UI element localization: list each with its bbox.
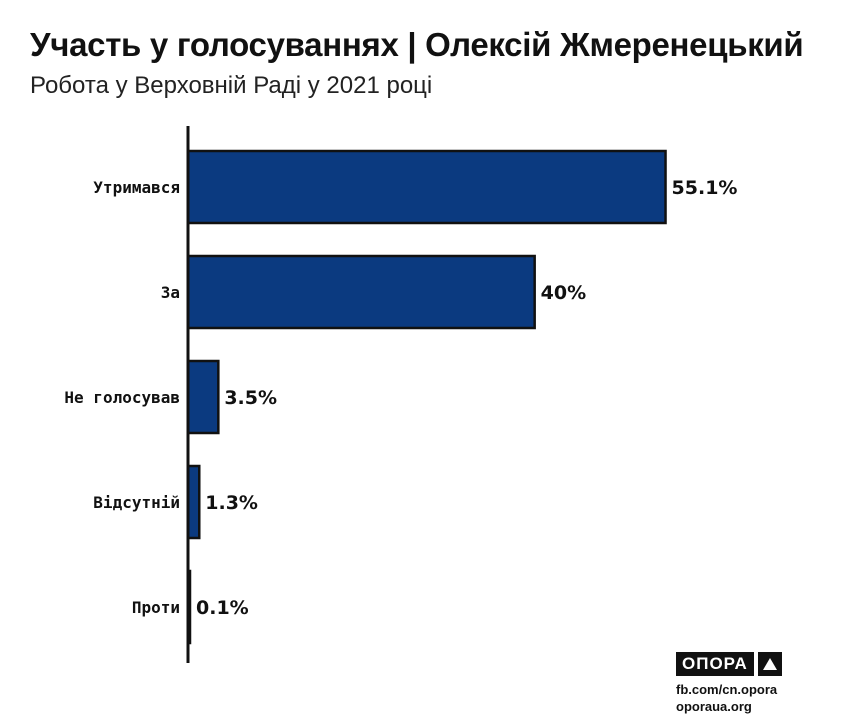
website-link[interactable]: oporaua.org (676, 699, 752, 714)
facebook-link[interactable]: fb.com/cn.opora (676, 682, 778, 697)
value-label: 55.1% (672, 177, 738, 199)
category-label: Відсутній (93, 493, 180, 512)
bar (186, 464, 201, 540)
bar (186, 254, 536, 330)
category-label: Не голосував (64, 388, 180, 407)
chart-title: Участь у голосуваннях | Олексій Жмеренец… (30, 26, 804, 63)
value-label: 40% (541, 282, 586, 304)
bars-layer: Утримався 55.1% За 40% Не голосував 3.5% Відсу… (64, 149, 738, 645)
chart-subtitle: Робота у Верховній Раді у 2021 році (30, 72, 433, 99)
opora-logo: ОПОРА (676, 652, 826, 676)
triangle-icon (757, 652, 782, 676)
value-label: 1.3% (205, 492, 258, 514)
value-label: 3.5% (224, 387, 277, 409)
value-label: 0.1% (196, 597, 249, 619)
category-label: Утримався (93, 178, 180, 197)
bar (186, 149, 667, 225)
logo-text: ОПОРА (676, 652, 754, 676)
footer-branding: ОПОРА fb.com/cn.opora oporaua.org (676, 652, 826, 715)
category-label: Проти (132, 598, 180, 617)
category-label: За (161, 283, 180, 302)
bar (186, 359, 220, 435)
